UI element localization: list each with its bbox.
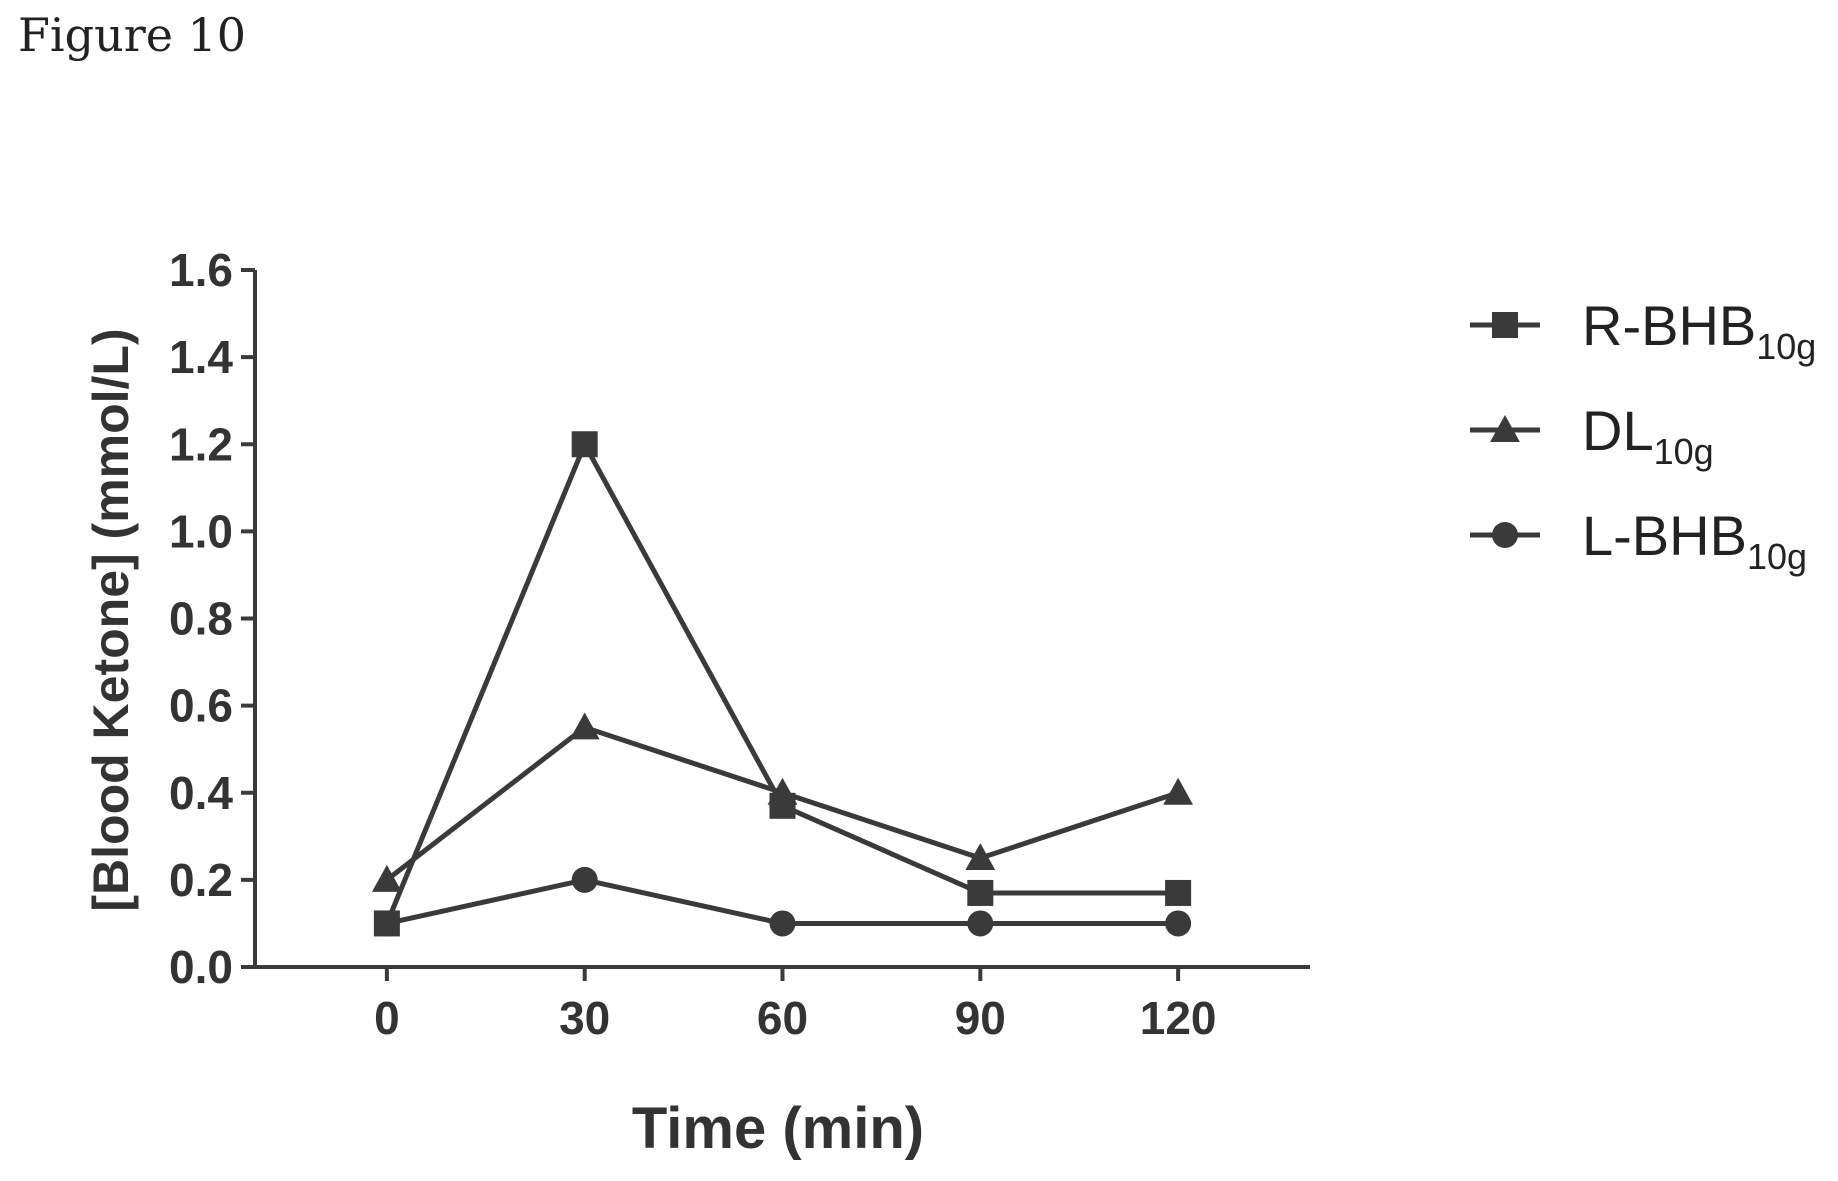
legend-item: L-BHB10g: [1470, 504, 1807, 577]
legend-marker: [1492, 312, 1518, 338]
legend-label: DL10g: [1582, 399, 1714, 472]
data-point: [1165, 879, 1192, 906]
x-tick-label: 120: [1140, 992, 1217, 1044]
y-tick-label: 0.0: [169, 941, 233, 993]
y-tick-label: 0.6: [169, 680, 233, 732]
data-point: [967, 879, 994, 906]
y-tick-label: 0.8: [169, 593, 233, 645]
legend-marker: [1492, 522, 1518, 548]
data-point: [967, 910, 994, 937]
series-r-bhb: [373, 431, 1192, 937]
legend-subscript: 10g: [1756, 326, 1816, 367]
series-layer: [371, 431, 1194, 937]
y-tick-label: 0.4: [169, 767, 233, 819]
x-tick-label: 30: [559, 992, 610, 1044]
legend-marker: [1490, 415, 1520, 442]
x-tick-label: 0: [374, 992, 400, 1044]
y-tick-label: 1.2: [169, 418, 233, 470]
figure-label: Figure 10: [18, 8, 247, 62]
data-point: [965, 843, 996, 871]
series-l-bhb: [373, 866, 1192, 937]
data-point: [1163, 777, 1194, 805]
legend-label: R-BHB10g: [1582, 294, 1816, 367]
data-point: [767, 777, 798, 805]
y-tick-label: 0.2: [169, 854, 233, 906]
y-axis-title: [Blood Ketone] (mmol/L): [83, 328, 139, 911]
data-point: [1165, 910, 1192, 937]
x-axis-title: Time (min): [632, 1096, 924, 1161]
series-dl: [371, 712, 1194, 892]
data-point: [571, 866, 598, 893]
y-tick-label: 1.0: [169, 505, 233, 557]
y-tick-label: 1.4: [169, 331, 233, 383]
data-point: [373, 910, 400, 937]
legend-subscript: 10g: [1747, 536, 1807, 577]
y-tick-label: 1.6: [169, 244, 233, 296]
chart-axes: 0.0 0.2 0.4 0.6 0.8 1.0 1.2 1.4 1.6 0 30 60 90 120: [169, 244, 1310, 1044]
legend-item: DL10g: [1470, 399, 1714, 472]
chart-legend: R-BHB10g DL10g L-BHB10g: [1470, 294, 1816, 577]
x-tick-label: 90: [955, 992, 1006, 1044]
legend-label: L-BHB10g: [1582, 504, 1807, 577]
legend-item: R-BHB10g: [1470, 294, 1816, 367]
x-tick-label: 60: [757, 992, 808, 1044]
legend-subscript: 10g: [1654, 431, 1714, 472]
series-line: [384, 438, 1179, 925]
data-point: [371, 864, 402, 892]
data-point: [569, 712, 600, 740]
data-point: [571, 431, 598, 458]
data-point: [769, 910, 796, 937]
